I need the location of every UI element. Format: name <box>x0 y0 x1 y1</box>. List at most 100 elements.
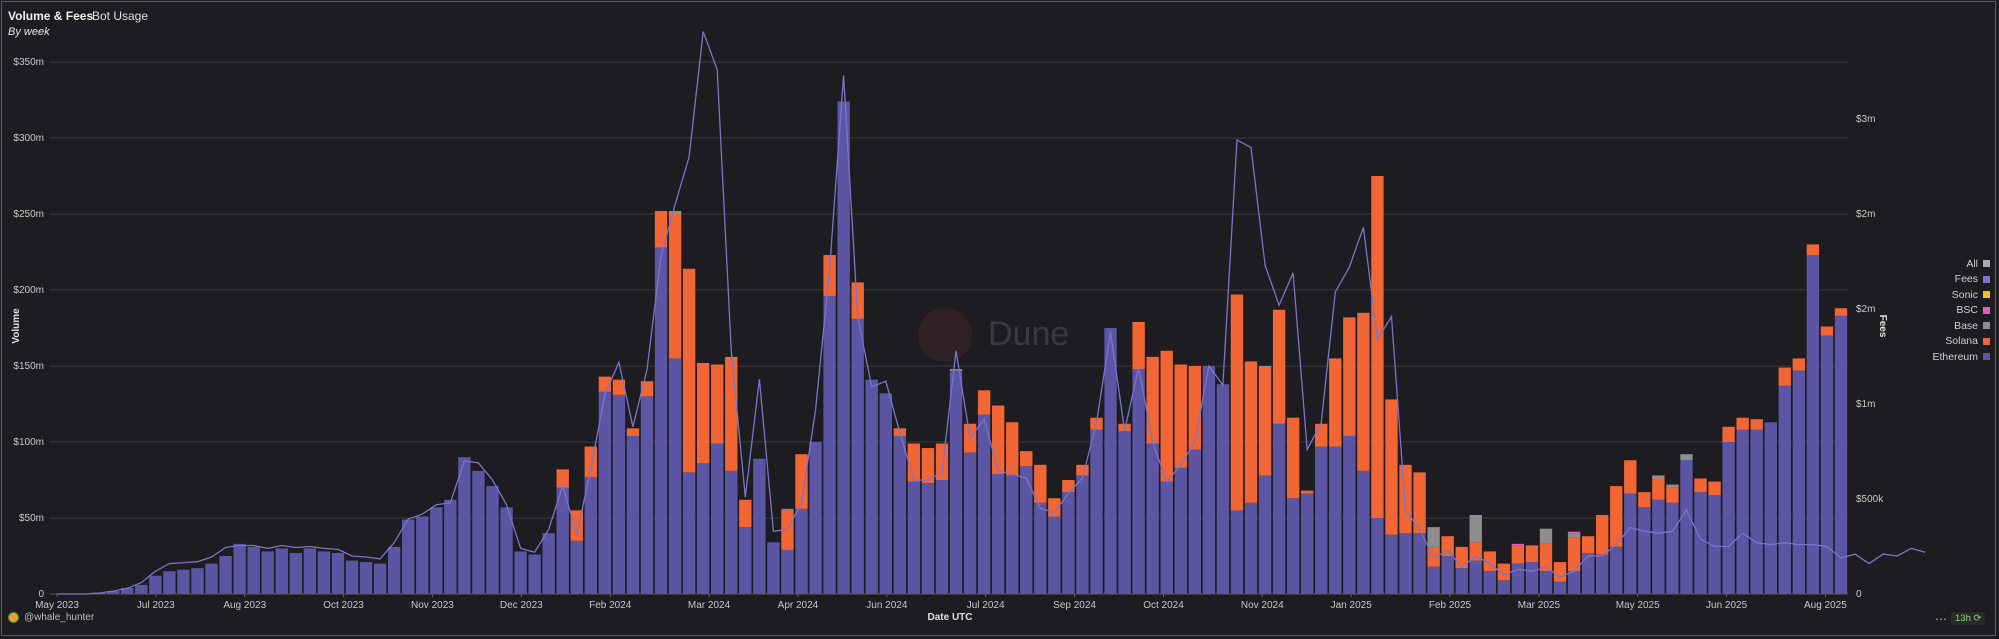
x-tick-label: Mar 2024 <box>688 600 731 611</box>
bar-ethereum <box>359 562 373 594</box>
bar-solana <box>1174 364 1187 468</box>
bar-ethereum <box>542 533 555 594</box>
bar-ethereum <box>1399 533 1412 594</box>
bar-solana <box>1413 472 1426 534</box>
x-axis-label: Date UTC <box>927 612 972 623</box>
bar-ethereum <box>907 481 921 594</box>
bar-solana <box>1315 423 1328 447</box>
bar-base <box>1666 484 1679 488</box>
bar-ethereum <box>795 508 808 594</box>
bar-solana <box>1286 417 1300 499</box>
bar-solana <box>739 499 752 528</box>
bar-solana <box>1385 399 1398 535</box>
legend-item[interactable]: BSC <box>1930 303 1990 319</box>
legend-item[interactable]: All <box>1930 256 1990 272</box>
bar-solana <box>1244 361 1258 503</box>
refresh-badge[interactable]: 13h ⟳ <box>1951 612 1986 625</box>
bar-ethereum <box>935 480 949 594</box>
legend-item[interactable]: Base <box>1930 318 1990 334</box>
bar-ethereum <box>444 499 457 594</box>
bar-solana <box>1581 536 1595 553</box>
bar-ethereum <box>247 546 260 594</box>
bar-ethereum <box>682 472 696 594</box>
bar-ethereum <box>1413 533 1426 594</box>
bar-ethereum <box>1090 429 1103 594</box>
x-tick-label: Nov 2023 <box>411 600 454 611</box>
bar-ethereum <box>1006 475 1019 594</box>
bar-solana <box>1357 312 1370 471</box>
bar-ethereum <box>1258 475 1272 594</box>
bar-solana <box>654 210 668 248</box>
bar-solana <box>1258 367 1272 476</box>
bar-solana <box>1652 478 1665 500</box>
bar-solana <box>1399 464 1412 534</box>
x-tick-label: Jun 2025 <box>1706 600 1748 611</box>
bar-ethereum <box>1680 460 1693 594</box>
bar-ethereum <box>107 590 120 594</box>
bar-ethereum <box>977 414 991 594</box>
bar-solana <box>696 362 710 464</box>
bar-ethereum <box>1441 556 1454 594</box>
bar-ethereum <box>1638 507 1651 594</box>
more-options-icon[interactable]: ⋯ <box>1935 612 1947 626</box>
author-link[interactable]: @whale_hunter <box>24 612 95 623</box>
x-tick-label: Dec 2023 <box>500 600 543 611</box>
bar-ethereum <box>1076 475 1089 594</box>
bar-solana <box>1567 537 1581 572</box>
bar-solana <box>795 454 808 509</box>
bar-ethereum <box>289 552 303 594</box>
bar-solana <box>1343 317 1356 436</box>
bar-ethereum <box>1244 502 1258 594</box>
bar-ethereum <box>149 575 162 594</box>
y-tick-label: $50m <box>19 513 44 524</box>
bar-ethereum <box>1497 580 1511 594</box>
bar-ethereum <box>486 486 499 594</box>
y-tick-label: $250m <box>13 209 44 220</box>
legend-item[interactable]: Ethereum <box>1930 349 1990 365</box>
bar-base <box>1539 528 1553 544</box>
bar-ethereum <box>1722 442 1735 594</box>
bar-ethereum <box>851 318 864 594</box>
bar-base <box>1427 527 1440 547</box>
bar-ethereum <box>1567 571 1581 594</box>
bar-base <box>781 508 794 511</box>
tab-bot-usage[interactable]: Bot Usage <box>92 9 149 23</box>
legend-label: Base <box>1954 319 1978 332</box>
bar-solana <box>682 268 696 473</box>
y-tick-label: 0 <box>38 589 44 600</box>
y-tick-label: $150m <box>13 361 44 372</box>
legend-item[interactable]: Fees <box>1930 272 1990 288</box>
chart-title: Volume & Fees <box>8 9 94 23</box>
bar-ethereum <box>823 296 836 594</box>
legend-item[interactable]: Sonic <box>1930 287 1990 303</box>
bar-ethereum <box>345 560 359 594</box>
legend-swatch <box>1983 353 1990 361</box>
bar-ethereum <box>373 563 387 594</box>
bar-ethereum <box>1034 502 1047 594</box>
bar-ethereum <box>1174 467 1187 594</box>
bar-solana <box>1511 545 1525 564</box>
bar-ethereum <box>135 584 148 594</box>
bar-ethereum <box>598 391 612 594</box>
x-tick-label: Jan 2025 <box>1331 600 1373 611</box>
watermark-logo-icon <box>918 308 972 362</box>
bar-solana <box>1624 460 1637 494</box>
bar-ethereum <box>654 247 668 594</box>
bar-ethereum <box>640 396 654 594</box>
bar-ethereum <box>1048 516 1061 594</box>
bar-ethereum <box>275 548 288 594</box>
bar-ethereum <box>1202 366 1216 594</box>
bar-ethereum <box>739 527 752 594</box>
bar-ethereum <box>387 546 401 594</box>
bar-ethereum <box>1118 431 1131 594</box>
legend-item[interactable]: Solana <box>1930 334 1990 350</box>
bar-solana <box>1062 480 1075 493</box>
bar-ethereum <box>1764 422 1777 594</box>
bar-ethereum <box>753 458 766 594</box>
bar-ethereum <box>1525 562 1539 594</box>
bar-solana <box>668 214 682 359</box>
bar-ethereum <box>696 463 710 594</box>
bar-ethereum <box>121 587 134 594</box>
bar-ethereum <box>1020 466 1033 594</box>
bar-solana <box>1132 321 1145 370</box>
